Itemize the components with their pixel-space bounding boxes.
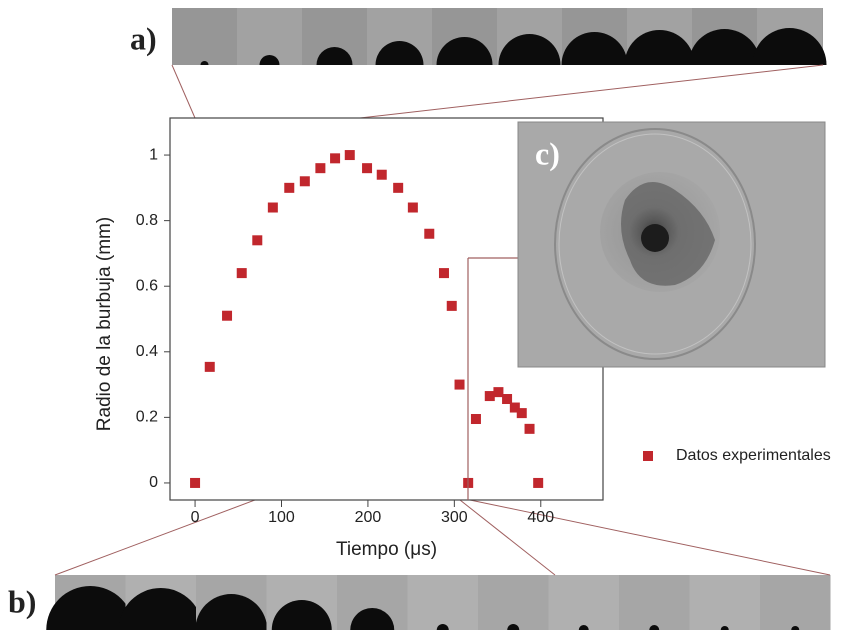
legend-label: Datos experimentales	[676, 447, 831, 464]
point	[502, 394, 512, 404]
point	[424, 229, 434, 239]
frame	[549, 575, 620, 630]
point	[284, 183, 294, 193]
point	[330, 153, 340, 163]
point	[222, 311, 232, 321]
point	[300, 176, 310, 186]
x-tick-label: 300	[441, 509, 468, 526]
point	[268, 203, 278, 213]
x-tick-label: 200	[355, 509, 382, 526]
x-axis-title: Tiempo (μs)	[336, 539, 437, 560]
point	[471, 414, 481, 424]
zoom-line	[470, 500, 830, 575]
point	[315, 163, 325, 173]
point	[408, 203, 418, 213]
point	[345, 150, 355, 160]
point	[205, 362, 215, 372]
y-tick-label: 0.2	[136, 409, 158, 426]
panel-label: b)	[8, 583, 36, 619]
figure: a) b) 0 100 200 300 400 0 0.2 0.4 0.6 0.8 1 Tiempo …	[0, 0, 848, 630]
frame	[760, 575, 831, 630]
zoom-line	[360, 65, 823, 118]
point	[533, 478, 543, 488]
zoom-line	[172, 65, 195, 118]
point	[525, 424, 535, 434]
x-tick-label: 400	[527, 509, 554, 526]
point	[493, 387, 503, 397]
zoom-line	[55, 500, 255, 575]
point	[362, 163, 372, 173]
point	[377, 170, 387, 180]
point	[455, 380, 465, 390]
point	[517, 408, 527, 418]
frame	[619, 575, 690, 630]
y-axis-title: Radio de la burbuja (mm)	[94, 217, 115, 431]
x-tick-label: 100	[268, 509, 295, 526]
point	[485, 391, 495, 401]
frame	[172, 8, 237, 65]
point	[439, 268, 449, 278]
frame	[408, 575, 479, 630]
panel-label: c)	[535, 135, 560, 171]
point	[447, 301, 457, 311]
frame	[478, 575, 549, 630]
y-tick-label: 0	[149, 474, 158, 491]
point	[190, 478, 200, 488]
x-tick-label: 0	[191, 509, 200, 526]
legend-marker	[643, 451, 653, 461]
y-tick-label: 1	[149, 146, 158, 163]
point	[393, 183, 403, 193]
point	[237, 268, 247, 278]
y-tick-label: 0.4	[136, 343, 158, 360]
frame	[690, 575, 761, 630]
y-tick-label: 0.8	[136, 212, 158, 229]
panel-label: a)	[130, 20, 157, 56]
y-tick-label: 0.6	[136, 277, 158, 294]
point	[252, 235, 262, 245]
image-strip-a	[172, 8, 827, 65]
image-strip-b	[46, 575, 830, 630]
